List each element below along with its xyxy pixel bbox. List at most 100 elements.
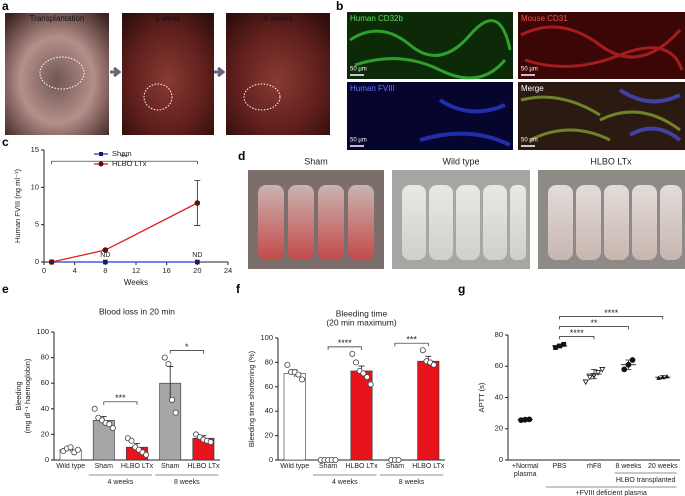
panel-letter: c bbox=[2, 135, 9, 149]
label-box: HLBO LTx bbox=[345, 463, 378, 470]
label-box: PBS bbox=[552, 463, 567, 470]
tubes bbox=[258, 185, 682, 260]
significance-bracket bbox=[103, 401, 138, 405]
data-point bbox=[352, 359, 359, 366]
y-tick-label: 40 bbox=[41, 404, 49, 413]
y-tick-label: 80 bbox=[495, 330, 503, 339]
stain-label: Human FVIII bbox=[350, 84, 395, 93]
marker bbox=[599, 367, 606, 373]
stain-label: Human CD32b bbox=[350, 14, 403, 23]
marker bbox=[195, 259, 200, 265]
x-tick-label: 20 bbox=[193, 266, 201, 275]
y-tick-label: 60 bbox=[265, 382, 273, 391]
marker bbox=[582, 379, 589, 386]
data-point bbox=[128, 437, 135, 444]
y-tick-label: 0 bbox=[35, 257, 39, 266]
significance-bracket bbox=[51, 160, 198, 165]
data-point bbox=[106, 421, 113, 428]
y-tick-label: 100 bbox=[260, 333, 273, 342]
x-tick-label: 0 bbox=[42, 266, 46, 275]
bar bbox=[283, 373, 306, 461]
marker bbox=[586, 374, 593, 381]
significance-bracket bbox=[559, 336, 595, 340]
label-box: 20 weeks bbox=[648, 463, 678, 470]
series-line bbox=[51, 202, 198, 263]
marker bbox=[660, 374, 666, 380]
x-tick-label: HLBO LTx bbox=[120, 463, 154, 470]
panel-letter: g bbox=[458, 282, 465, 296]
x-tick-label: HLBO LTx bbox=[345, 463, 378, 470]
x-tick-label: HLBO LTx bbox=[412, 463, 445, 470]
y-tick-label: 10 bbox=[31, 182, 39, 191]
chart-title: (20 min maximum) bbox=[326, 317, 397, 327]
scale-label: 50 µm bbox=[350, 138, 367, 144]
label-box: HLBO LTx bbox=[412, 463, 445, 470]
significance-label: * bbox=[185, 342, 189, 352]
label-box: HLBO LTx bbox=[120, 463, 154, 470]
y-tick-label: 60 bbox=[41, 378, 49, 387]
x-tick-label: PBS bbox=[552, 463, 567, 470]
marker bbox=[526, 416, 533, 423]
x-tick-label: rhF8 bbox=[586, 463, 602, 470]
data-point bbox=[364, 374, 371, 381]
panel-letter: a bbox=[2, 0, 9, 13]
y-axis-label: APTT (s) bbox=[477, 382, 486, 412]
y-axis-label: Bleeding time shortening (%) bbox=[247, 350, 256, 447]
marker bbox=[561, 341, 567, 347]
x-tick-label: 8 weeks bbox=[615, 463, 642, 470]
scale-bars bbox=[350, 74, 535, 147]
x-tick-label: 24 bbox=[224, 266, 232, 275]
scale-label: 50 µm bbox=[350, 67, 367, 73]
photo-label: Wild type bbox=[442, 156, 479, 166]
significance-bracket bbox=[169, 350, 204, 354]
label-box: Wild type bbox=[56, 463, 85, 470]
x-tick-label: 20 weeks bbox=[648, 463, 678, 470]
label-box: Sham bbox=[385, 463, 405, 470]
legend-label: Sham bbox=[112, 149, 132, 158]
significance-label: **** bbox=[338, 338, 353, 348]
x-tick-label: 12 bbox=[132, 266, 140, 275]
label-box: Sham bbox=[161, 463, 180, 470]
marker bbox=[557, 343, 562, 349]
graft-outline bbox=[39, 56, 85, 90]
panel-letter: f bbox=[236, 282, 241, 296]
marker bbox=[194, 200, 201, 206]
significance-label: **** bbox=[604, 308, 619, 318]
x-tick-label: 16 bbox=[162, 266, 170, 275]
photo-label: Transplantation bbox=[30, 14, 85, 23]
significance-bracket bbox=[327, 346, 362, 350]
y-tick-label: 100 bbox=[36, 327, 49, 336]
marker bbox=[102, 247, 109, 253]
significance-bracket bbox=[394, 342, 429, 347]
data-point bbox=[284, 361, 291, 368]
x-tick-label: Sham bbox=[161, 463, 180, 470]
marker bbox=[629, 357, 636, 363]
label-box: +Normal plasma bbox=[512, 463, 539, 478]
x-tick-label: Sham bbox=[318, 463, 338, 470]
marker bbox=[103, 259, 108, 265]
label-box: rhF8 bbox=[586, 463, 602, 470]
nd-label: ND bbox=[100, 252, 110, 259]
stain-label: Mouse CD31 bbox=[521, 14, 568, 23]
data-point bbox=[295, 371, 302, 378]
significance-label: ** bbox=[121, 153, 129, 163]
y-tick-label: 80 bbox=[265, 357, 273, 366]
x-tick-label: Sham bbox=[385, 463, 405, 470]
data-point bbox=[169, 396, 176, 403]
photo-label: 1 week bbox=[155, 14, 181, 23]
texture bbox=[349, 19, 684, 147]
graft-outline bbox=[143, 83, 173, 111]
data-point bbox=[165, 360, 172, 367]
label-box: 8 weeks bbox=[615, 463, 642, 470]
nd-label: ND bbox=[192, 252, 202, 259]
y-tick-label: 15 bbox=[31, 145, 39, 154]
marker bbox=[664, 374, 670, 379]
marker bbox=[625, 361, 632, 368]
significance-bracket bbox=[559, 326, 629, 330]
scale-label: 50 µm bbox=[521, 138, 538, 144]
panel-letter: b bbox=[336, 0, 343, 13]
graft-outline bbox=[243, 83, 281, 111]
legend-label: HLBO LTx bbox=[112, 159, 147, 168]
y-tick-label: 0 bbox=[269, 455, 273, 464]
